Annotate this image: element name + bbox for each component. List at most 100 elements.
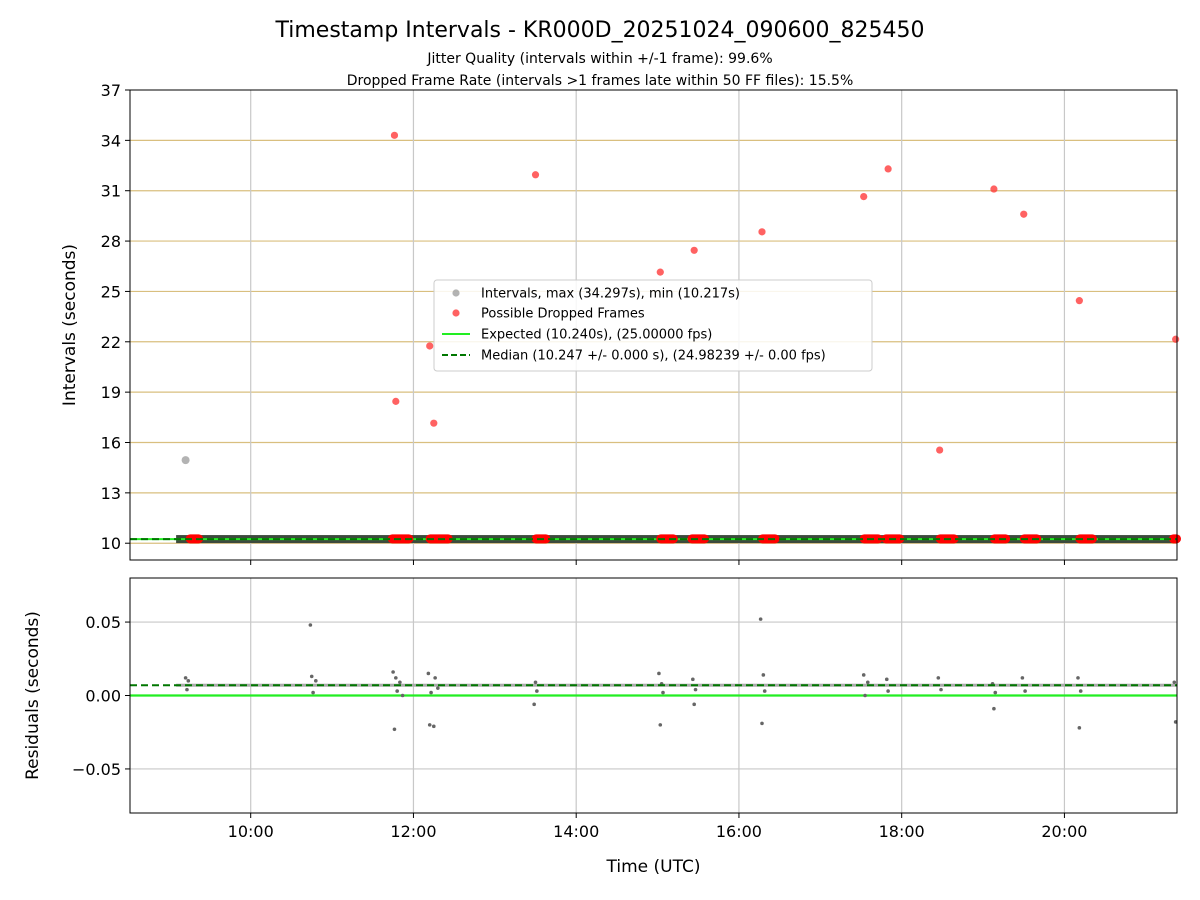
residuals-marks [130,617,1178,732]
residual-point-4 [309,674,314,679]
dropped-frame-point-13 [1075,297,1083,305]
residuals-xtick-label-3: 16:00 [716,822,762,841]
residual-point-5 [311,690,315,695]
intervals-ytick-label-1: 13 [101,484,121,503]
intervals-ytick-label-7: 31 [101,182,121,201]
chart-subtitle-2: Dropped Frame Rate (intervals >1 frames … [347,73,854,89]
residuals-yticks: 0.05 0.00 −0.05 [72,613,130,779]
intervals-ytick-label-0: 10 [101,534,121,553]
legend-entry-0: Intervals, max (34.297s), min (10.217s) [481,287,740,302]
residuals-ytick-label-0: 0.05 [85,613,121,632]
residuals-xtick-label-1: 12:00 [390,822,436,841]
chart-subtitle-1: Jitter Quality (intervals within +/-1 fr… [426,51,772,67]
dropped-frame-point-1 [392,397,400,405]
dropped-frame-point-6 [690,246,698,254]
residual-point-2 [186,679,191,683]
residual-point-44 [1023,689,1027,693]
residual-point-42 [993,690,998,695]
residual-point-47 [1078,689,1083,693]
residual-point-35 [865,680,870,685]
dropped-frames-cluster-11 [1019,534,1042,544]
dropped-frames-cluster-4 [656,534,678,544]
residuals-xticks: 10:00 12:00 14:00 16:00 18:00 20:00 [228,813,1087,841]
residual-point-30 [760,721,764,726]
residual-point-22 [657,671,661,676]
residual-point-43 [1020,676,1025,680]
intervals-panel: 10 13 16 19 22 25 28 31 34 37 Intervals (seconds)… [60,81,1181,565]
residual-point-10 [395,689,399,693]
residual-point-0 [183,676,188,680]
residual-point-29 [758,617,763,621]
residual-point-18 [436,686,440,690]
residuals-ytick-label-2: −0.05 [72,760,121,779]
dropped-frame-point-4 [531,171,540,179]
dropped-frames-cluster-13 [1168,534,1181,544]
residual-point-15 [429,690,433,695]
residual-point-20 [533,680,538,685]
legend: Intervals, max (34.297s), min (10.217s) P… [433,279,873,372]
residual-point-1 [185,687,189,692]
residuals-ytick-label-1: 0.00 [85,687,121,706]
dropped-frame-point-3 [430,419,438,427]
residuals-panel: 0.05 0.00 −0.05 10:00 12:00 14:00 16:00 18:00 2… [23,577,1178,877]
intervals-frame [129,89,1178,565]
residual-point-16 [431,724,436,729]
dropped-frame-point-5 [656,268,664,276]
residual-point-32 [762,689,767,693]
residual-point-9 [394,676,398,680]
dropped-frame-point-9 [884,165,892,173]
residual-point-48 [1172,680,1177,685]
residual-point-26 [691,677,695,682]
intervals-ytick-label-9: 37 [101,81,121,100]
residual-point-33 [861,673,866,677]
intervals-axes-frame [129,89,1178,561]
legend-box [433,279,873,372]
residual-point-19 [532,702,536,707]
residual-point-6 [314,679,318,683]
dropped-frames-cluster-12 [1075,534,1097,544]
residual-point-45 [1076,676,1080,680]
intervals-ytick-label-6: 28 [101,232,121,251]
residual-point-12 [400,693,405,698]
intervals-ylabel: Intervals (seconds) [60,244,80,406]
intervals-yticks: 10 13 16 19 22 25 28 31 34 37 [101,81,130,553]
residual-point-8 [392,727,397,732]
intervals-marks [130,131,1181,544]
residual-point-37 [886,689,890,693]
residual-point-31 [761,673,766,677]
intervals-ytick-label-8: 34 [101,131,121,150]
dropped-frame-point-8 [860,192,868,201]
residuals-xtick-label-4: 18:00 [879,822,925,841]
residual-point-25 [661,690,665,695]
residual-point-17 [433,676,437,680]
residual-point-28 [693,687,698,692]
residual-point-39 [939,687,943,692]
legend-intervals-marker [452,289,460,297]
dropped-frame-point-0 [390,131,399,139]
residual-point-13 [426,671,431,676]
dropped-frame-point-10 [936,446,944,454]
residual-point-27 [692,702,696,707]
legend-entry-2: Expected (10.240s), (25.00000 fps) [481,328,712,343]
dropped-frames-cluster-0 [185,534,204,544]
intervals-ytick-label-2: 16 [101,434,121,453]
dropped-frame-point-7 [758,228,766,236]
residual-point-14 [427,723,432,727]
chart-title: Timestamp Intervals - KR000D_20251024_09… [274,18,924,43]
residuals-xtick-label-2: 14:00 [553,822,599,841]
legend-dropped-marker [452,309,460,317]
dropped-frame-point-2 [426,342,434,350]
residual-point-36 [884,677,889,682]
intervals-ytick-label-5: 25 [101,282,121,301]
residual-point-46 [1077,726,1082,730]
residuals-xlabel: Time (UTC) [606,857,701,877]
residuals-band [176,683,1178,687]
residual-point-34 [863,693,867,698]
residuals-xtick-label-0: 10:00 [228,822,274,841]
residual-point-38 [936,676,941,680]
residual-point-23 [658,723,663,727]
residual-point-21 [535,689,539,693]
residuals-ylabel: Residuals (seconds) [23,611,43,780]
intervals-ytick-label-3: 19 [101,383,121,402]
